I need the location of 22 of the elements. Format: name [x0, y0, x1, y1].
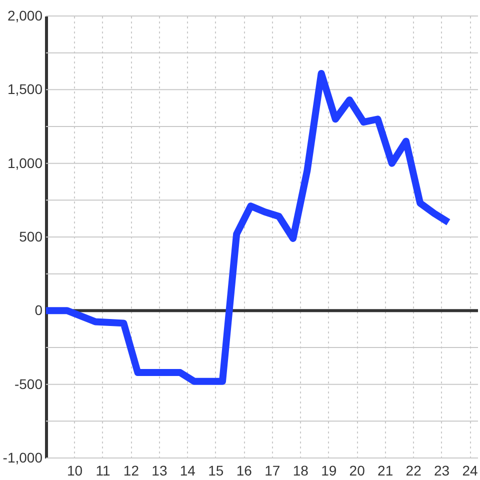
x-tick-label: 19 — [321, 462, 337, 478]
y-tick-label: -1,000 — [2, 450, 43, 466]
x-tick-label: 14 — [180, 462, 196, 478]
x-tick-label: 21 — [378, 462, 394, 478]
x-tick-label: 22 — [406, 462, 422, 478]
y-tick-label: 0 — [34, 302, 43, 318]
y-tick-label: 500 — [19, 228, 43, 244]
y-tick-label: 2,000 — [7, 8, 43, 24]
x-tick-label: 18 — [292, 462, 309, 478]
x-tick-label: 11 — [96, 462, 110, 478]
x-tick-label: 10 — [66, 462, 83, 478]
y-tick-label: -500 — [14, 376, 43, 392]
x-tick-label: 13 — [152, 462, 168, 478]
x-tick-label: 24 — [462, 462, 478, 478]
x-tick-label: 16 — [236, 462, 252, 478]
x-tick-label: 20 — [349, 462, 366, 478]
x-tick-label: 17 — [264, 462, 280, 478]
y-tick-label: 1,500 — [7, 81, 43, 98]
x-tick-label: 15 — [208, 462, 224, 478]
x-tick-label: 12 — [123, 462, 140, 478]
x-tick-label: 23 — [434, 462, 450, 478]
y-tick-label: 1,000 — [7, 154, 43, 171]
